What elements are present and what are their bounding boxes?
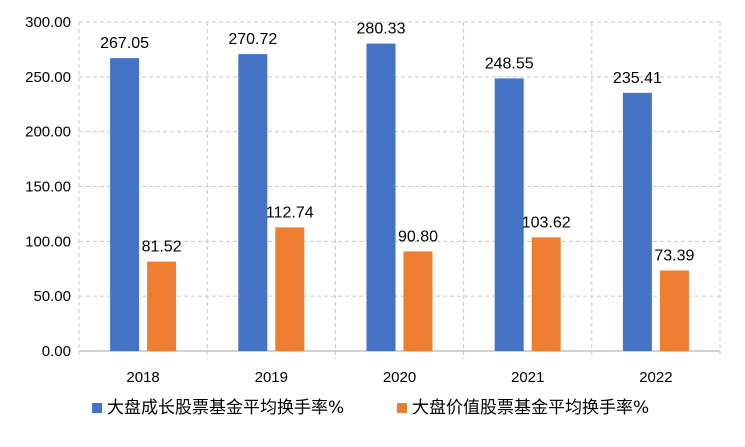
data-label: 267.05 [100, 35, 149, 52]
bar-growth-2020 [366, 43, 396, 351]
legend-swatch [397, 403, 407, 413]
data-label: 248.55 [485, 55, 534, 72]
x-tick-label: 2019 [255, 369, 288, 386]
x-axis-ticks: 2018 2019 2020 2021 2022 [126, 369, 672, 386]
data-label: 280.33 [357, 21, 406, 38]
y-tick-label: 200.00 [25, 124, 71, 141]
data-label: 112.74 [266, 204, 314, 221]
x-tick-label: 2022 [639, 369, 672, 386]
bar-value-2021 [531, 237, 561, 351]
y-tick-label: 150.00 [25, 179, 71, 196]
bar-value-2022 [659, 270, 689, 351]
bar-growth-2021 [494, 78, 524, 352]
grid-lines [78, 21, 721, 359]
legend-label: 大盘成长股票基金平均换手率% [107, 398, 344, 418]
x-tick-label: 2021 [511, 369, 544, 386]
data-labels: 267.05 81.52 270.72 112.74 280.33 90.80 248.55… [100, 21, 694, 265]
y-tick-label: 50.00 [33, 288, 71, 305]
bar-value-2018 [147, 261, 177, 351]
legend-label: 大盘价值股票基金平均换手率% [412, 398, 649, 418]
bar-growth-2019 [238, 54, 268, 351]
y-tick-label: 100.00 [25, 233, 71, 250]
bar-value-2019 [275, 227, 305, 351]
data-label: 103.62 [522, 214, 571, 231]
data-label: 235.41 [613, 70, 662, 87]
y-tick-label: 300.00 [25, 14, 71, 31]
legend-swatch [92, 403, 102, 413]
y-tick-label: 250.00 [25, 69, 71, 86]
data-label: 73.39 [654, 248, 694, 265]
legend: 大盘成长股票基金平均换手率% 大盘价值股票基金平均换手率% [92, 398, 649, 418]
bars [110, 43, 689, 352]
bar-value-2020 [403, 251, 433, 351]
y-axis-ticks: 0.00 50.00 100.00 150.00 200.00 250.00 300.00 [25, 14, 71, 360]
bar-growth-2018 [110, 58, 140, 352]
bar-growth-2022 [622, 92, 652, 351]
x-tick-label: 2020 [383, 369, 416, 386]
data-label: 270.72 [228, 31, 277, 48]
data-label: 90.80 [398, 228, 438, 245]
data-label: 81.52 [142, 239, 182, 256]
x-tick-label: 2018 [126, 369, 159, 386]
y-tick-label: 0.00 [42, 343, 71, 360]
